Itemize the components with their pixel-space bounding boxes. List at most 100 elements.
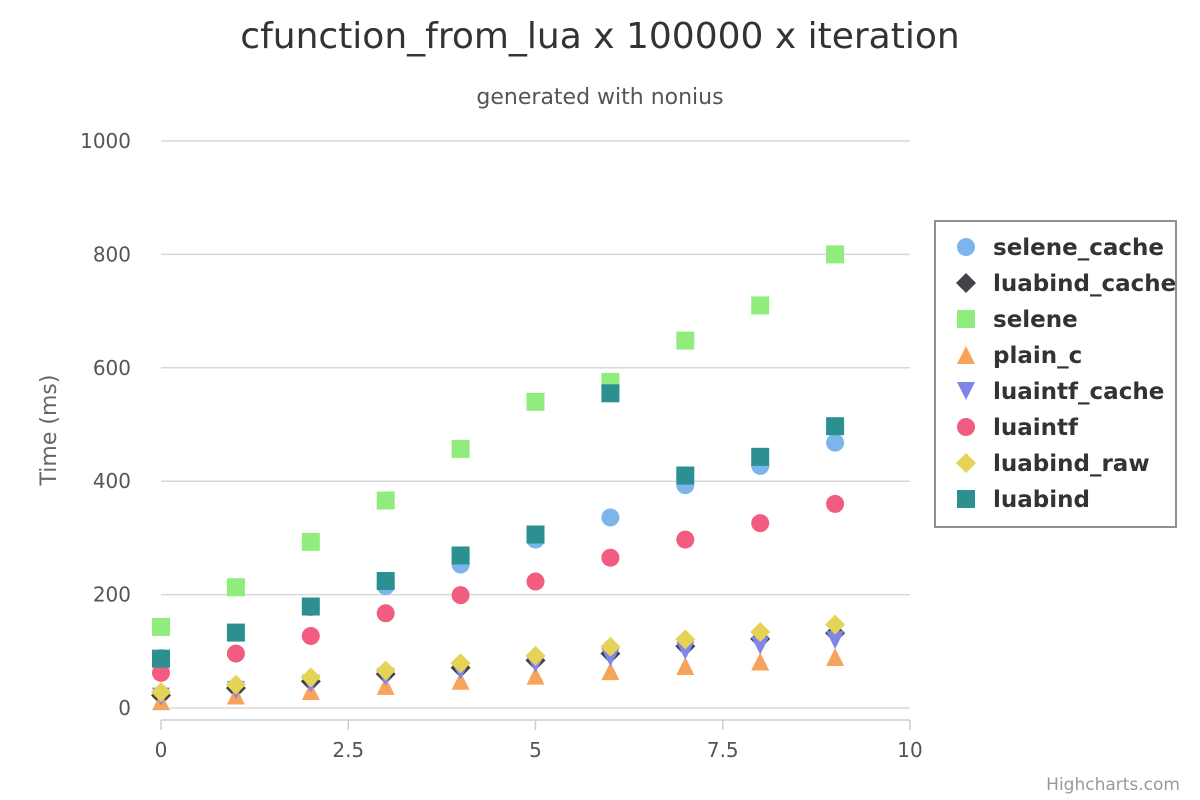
legend-label: luaintf — [993, 415, 1079, 441]
data-point[interactable] — [526, 525, 545, 544]
series-luaintf-cache — [152, 630, 845, 706]
legend-symbol[interactable] — [956, 273, 976, 293]
data-point[interactable] — [601, 384, 620, 403]
data-point[interactable] — [301, 597, 320, 616]
data-point[interactable] — [601, 648, 620, 667]
legend-label: luaintf_cache — [993, 379, 1164, 405]
data-point[interactable] — [152, 649, 170, 668]
data-point[interactable] — [676, 530, 695, 549]
data-point[interactable] — [751, 296, 770, 315]
y-tick-label: 600 — [93, 356, 131, 380]
y-tick-label: 200 — [93, 583, 131, 607]
data-point[interactable] — [676, 331, 695, 350]
data-point[interactable] — [826, 417, 845, 436]
x-axis — [160, 719, 911, 730]
data-point[interactable] — [826, 245, 845, 264]
data-point[interactable] — [675, 629, 696, 650]
y-axis-ticks: 0 200 400 600 800 1000 — [80, 129, 131, 720]
data-point[interactable] — [751, 652, 770, 671]
legend-label: selene — [993, 307, 1078, 333]
data-point[interactable] — [825, 614, 846, 635]
x-tick-label: 10 — [897, 738, 922, 762]
data-point[interactable] — [526, 572, 545, 591]
data-point[interactable] — [676, 466, 695, 485]
data-point[interactable] — [451, 439, 470, 458]
data-point[interactable] — [751, 447, 770, 466]
series-luaintf — [152, 494, 845, 682]
legend-item-luaintf-cache[interactable]: luaintf_cache — [957, 379, 1164, 405]
credits-link[interactable]: Highcharts.com — [1046, 775, 1180, 795]
data-point[interactable] — [151, 682, 171, 703]
data-point[interactable] — [225, 674, 246, 695]
data-point[interactable] — [376, 571, 395, 590]
data-point[interactable] — [152, 617, 170, 636]
series-points — [151, 245, 846, 711]
legend-item-selene-cache[interactable]: selene_cache — [957, 235, 1164, 261]
data-point[interactable] — [601, 508, 620, 527]
data-point[interactable] — [451, 586, 470, 605]
legend-item-plain-c[interactable]: plain_c — [957, 343, 1082, 369]
data-point[interactable] — [226, 578, 245, 597]
legend-label: luabind_raw — [993, 451, 1150, 477]
data-point[interactable] — [450, 653, 471, 674]
x-tick-label: 7.5 — [707, 738, 739, 762]
legend-label: luabind — [993, 487, 1090, 513]
data-point[interactable] — [226, 644, 245, 663]
data-point[interactable] — [451, 671, 470, 690]
data-point[interactable] — [676, 641, 695, 660]
data-point[interactable] — [526, 666, 545, 685]
legend-item-luabind-cache[interactable]: luabind_cache — [956, 271, 1176, 297]
data-point[interactable] — [376, 676, 395, 695]
legend-label: plain_c — [993, 343, 1082, 369]
data-point[interactable] — [525, 645, 546, 666]
legend-symbol[interactable] — [957, 382, 975, 400]
series-plain-c — [152, 647, 845, 711]
series-luabind-cache — [151, 623, 846, 706]
data-point[interactable] — [826, 433, 845, 452]
data-point[interactable] — [376, 491, 395, 510]
data-point[interactable] — [301, 626, 320, 645]
legend-item-selene[interactable]: selene — [957, 307, 1078, 333]
data-point[interactable] — [826, 494, 845, 513]
y-tick-label: 1000 — [80, 129, 131, 153]
data-point[interactable] — [451, 546, 470, 565]
data-point[interactable] — [152, 663, 170, 682]
data-point[interactable] — [226, 623, 245, 642]
data-point[interactable] — [751, 636, 770, 655]
y-axis-label: Time (ms) — [37, 375, 62, 487]
legend-symbol[interactable] — [957, 238, 975, 256]
data-point[interactable] — [301, 532, 320, 551]
chart-subtitle: generated with nonius — [476, 85, 723, 110]
data-point[interactable] — [600, 636, 621, 657]
data-point[interactable] — [750, 622, 771, 643]
data-point[interactable] — [601, 662, 620, 681]
legend-item-luaintf[interactable]: luaintf — [957, 415, 1079, 441]
series-selene-cache — [152, 433, 845, 668]
legend-symbol[interactable] — [957, 418, 975, 436]
data-point[interactable] — [300, 667, 321, 688]
x-tick-label: 2.5 — [332, 738, 364, 762]
data-point[interactable] — [751, 514, 770, 533]
legend-symbol[interactable] — [957, 310, 975, 328]
data-point[interactable] — [601, 548, 620, 567]
legend-box — [934, 220, 1177, 528]
data-point[interactable] — [826, 630, 845, 649]
legend-symbol[interactable] — [957, 346, 975, 364]
legend-symbol[interactable] — [956, 453, 976, 473]
data-point[interactable] — [826, 647, 845, 666]
data-point[interactable] — [526, 392, 545, 411]
legend-symbol[interactable] — [957, 490, 975, 508]
data-point[interactable] — [376, 604, 395, 623]
data-point[interactable] — [676, 657, 695, 676]
legend-item-luabind-raw[interactable]: luabind_raw — [956, 451, 1150, 477]
x-tick-label: 0 — [155, 738, 168, 762]
grid-lines — [161, 140, 910, 709]
chart-title: cfunction_from_lua x 100000 x iteration — [240, 16, 959, 57]
legend-item-luabind[interactable]: luabind — [957, 487, 1090, 513]
data-point[interactable] — [375, 660, 396, 681]
x-tick-label: 5 — [529, 738, 542, 762]
legend-label: selene_cache — [993, 235, 1164, 261]
series-luabind — [152, 384, 845, 668]
